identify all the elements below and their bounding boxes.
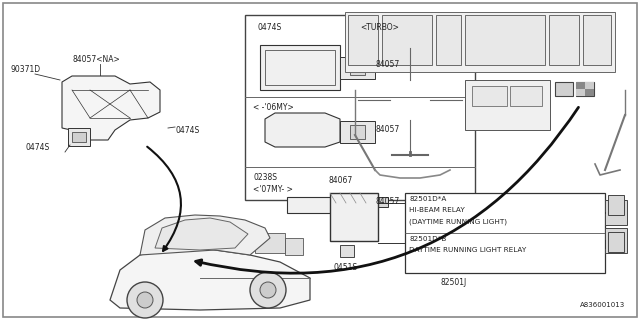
Text: 84057: 84057 bbox=[375, 125, 399, 134]
Bar bbox=[285, 238, 303, 255]
Text: <TURBO>: <TURBO> bbox=[360, 23, 399, 32]
Bar bbox=[330, 193, 378, 241]
Text: 0451S: 0451S bbox=[333, 263, 357, 272]
Polygon shape bbox=[110, 248, 310, 310]
Polygon shape bbox=[155, 218, 248, 250]
Circle shape bbox=[358, 48, 462, 152]
Circle shape bbox=[269, 197, 285, 213]
Bar bbox=[356, 197, 372, 207]
Bar bbox=[255, 233, 285, 253]
Text: (DAYTIME RUNNING LIGHT): (DAYTIME RUNNING LIGHT) bbox=[409, 218, 507, 225]
Text: 0474S: 0474S bbox=[25, 143, 49, 152]
Circle shape bbox=[390, 80, 430, 120]
Text: DAYTIME RUNNING LIGHT RELAY: DAYTIME RUNNING LIGHT RELAY bbox=[409, 247, 526, 253]
Bar bbox=[405, 193, 605, 273]
Bar bbox=[265, 50, 335, 85]
Bar bbox=[340, 197, 356, 207]
Text: < -'06MY>: < -'06MY> bbox=[253, 103, 294, 112]
Ellipse shape bbox=[163, 126, 173, 138]
FancyArrowPatch shape bbox=[147, 147, 181, 251]
Circle shape bbox=[127, 282, 163, 318]
Polygon shape bbox=[265, 113, 340, 147]
FancyArrowPatch shape bbox=[196, 107, 579, 273]
Circle shape bbox=[250, 272, 286, 308]
Text: 0474S: 0474S bbox=[257, 23, 281, 32]
Bar bbox=[555, 82, 573, 96]
Text: 0474S: 0474S bbox=[175, 126, 199, 135]
Text: 84067: 84067 bbox=[328, 176, 352, 185]
Bar bbox=[576, 82, 594, 96]
Circle shape bbox=[342, 253, 352, 263]
Circle shape bbox=[287, 33, 295, 41]
Bar bbox=[350, 61, 365, 75]
Bar bbox=[72, 132, 86, 142]
Bar bbox=[245, 15, 475, 200]
Bar bbox=[340, 121, 375, 143]
Bar bbox=[608, 232, 624, 252]
Bar bbox=[472, 86, 507, 106]
Ellipse shape bbox=[30, 71, 40, 85]
Bar bbox=[340, 57, 375, 79]
Text: 82501D*B: 82501D*B bbox=[409, 236, 446, 242]
Bar bbox=[585, 89, 594, 96]
Circle shape bbox=[260, 282, 276, 298]
Bar bbox=[436, 15, 461, 65]
Bar bbox=[68, 128, 90, 146]
Bar bbox=[340, 245, 354, 257]
Bar bbox=[348, 15, 378, 65]
Polygon shape bbox=[62, 76, 160, 140]
Text: A836001013: A836001013 bbox=[580, 302, 625, 308]
Polygon shape bbox=[340, 10, 625, 170]
Text: 84057: 84057 bbox=[375, 60, 399, 69]
Bar bbox=[605, 228, 627, 253]
Circle shape bbox=[137, 292, 153, 308]
Bar bbox=[549, 15, 579, 65]
Bar bbox=[465, 80, 550, 130]
Bar bbox=[350, 125, 365, 139]
Circle shape bbox=[49, 102, 61, 114]
Bar bbox=[510, 86, 542, 106]
Circle shape bbox=[579, 132, 611, 164]
Text: HI-BEAM RELAY: HI-BEAM RELAY bbox=[409, 207, 465, 213]
Text: 82501D*A: 82501D*A bbox=[409, 196, 446, 202]
Bar bbox=[465, 15, 545, 65]
Bar bbox=[345, 12, 615, 72]
Text: 84057<NA>: 84057<NA> bbox=[72, 55, 120, 64]
Text: 82501J: 82501J bbox=[440, 278, 467, 287]
Bar bbox=[260, 45, 340, 90]
Bar bbox=[576, 82, 585, 89]
Bar bbox=[585, 82, 594, 89]
Text: 0238S: 0238S bbox=[253, 173, 277, 182]
Bar bbox=[583, 15, 611, 65]
Bar bbox=[372, 197, 388, 207]
Text: 90371D: 90371D bbox=[10, 65, 40, 74]
Polygon shape bbox=[140, 215, 270, 255]
Bar bbox=[608, 195, 624, 215]
Bar bbox=[287, 197, 339, 213]
Bar bbox=[605, 200, 627, 225]
Bar bbox=[382, 15, 432, 65]
Bar bbox=[576, 89, 585, 96]
Text: 84057: 84057 bbox=[375, 197, 399, 206]
Text: <'07MY- >: <'07MY- > bbox=[253, 185, 293, 194]
